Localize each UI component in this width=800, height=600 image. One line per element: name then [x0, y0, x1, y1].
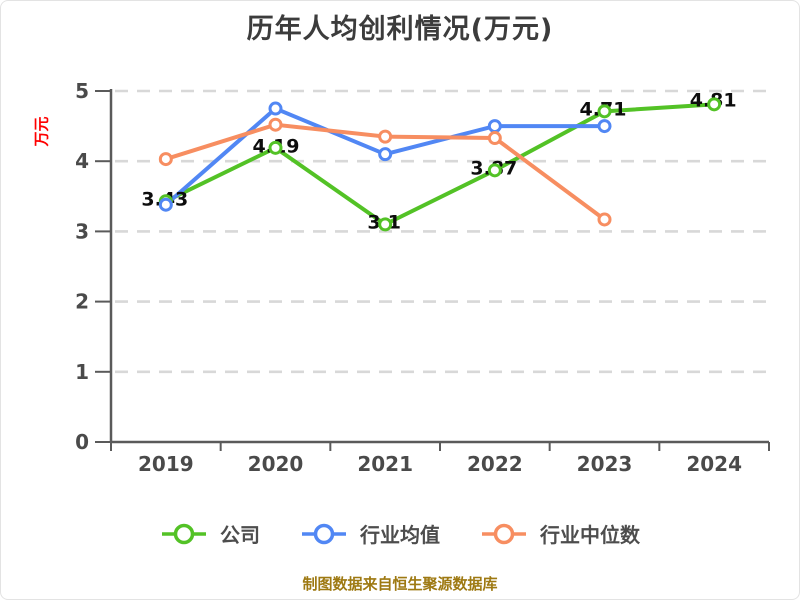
legend-label-industry-median: 行业中位数	[540, 523, 640, 547]
x-tick-label-2024: 2024	[686, 452, 742, 476]
point-company-2024	[707, 97, 722, 112]
y-tick-label-1: 1	[75, 360, 89, 384]
x-tick-label-2020: 2020	[248, 452, 304, 476]
point-industry-median-2022	[487, 131, 502, 146]
legend-marker-company-icon	[162, 523, 206, 544]
legend-item-industry-average[interactable]: 行业均值	[300, 519, 440, 548]
x-tick-label-2023: 2023	[577, 452, 633, 476]
chart-title: 历年人均创利情况(万元)	[246, 14, 554, 45]
legend-label-company: 公司	[220, 523, 260, 547]
point-industry-average-2021	[378, 147, 393, 162]
point-industry-average-2019	[158, 197, 173, 212]
point-company-2023	[597, 104, 612, 119]
legend-label-industry-average: 行业均值	[360, 523, 440, 547]
point-company-2021	[378, 217, 393, 232]
point-industry-median-2020	[268, 117, 283, 132]
point-industry-median-2023	[597, 212, 612, 227]
footer-source-note: 制图数据来自恒生聚源数据库	[302, 575, 498, 593]
point-industry-median-2021	[378, 129, 393, 144]
y-tick-label-3: 3	[75, 219, 89, 243]
legend-item-industry-median[interactable]: 行业中位数	[480, 519, 640, 548]
x-tick-label-2019: 2019	[138, 452, 194, 476]
y-tick-label-2: 2	[75, 290, 89, 314]
x-tick-label-2021: 2021	[357, 452, 413, 476]
point-industry-average-2022	[487, 119, 502, 134]
point-industry-average-2023	[597, 119, 612, 134]
legend-item-company[interactable]: 公司	[160, 519, 260, 548]
y-tick-label-5: 5	[75, 79, 89, 103]
line-chart-plot: 0123452019202020212022202320243.434.193.…	[75, 79, 770, 476]
series-line-company	[163, 102, 717, 227]
y-tick-label-0: 0	[75, 430, 89, 454]
point-industry-average-2020	[268, 101, 283, 116]
point-industry-median-2019	[158, 152, 173, 167]
y-tick-label-4: 4	[75, 149, 89, 173]
point-company-2020	[268, 140, 283, 155]
x-tick-label-2022: 2022	[467, 452, 523, 476]
point-company-2022	[487, 163, 502, 178]
chart-legend: 公司 行业均值 行业中位数	[1, 519, 799, 548]
legend-marker-industry-average-icon	[302, 523, 346, 544]
legend-marker-industry-median-icon	[482, 523, 526, 544]
